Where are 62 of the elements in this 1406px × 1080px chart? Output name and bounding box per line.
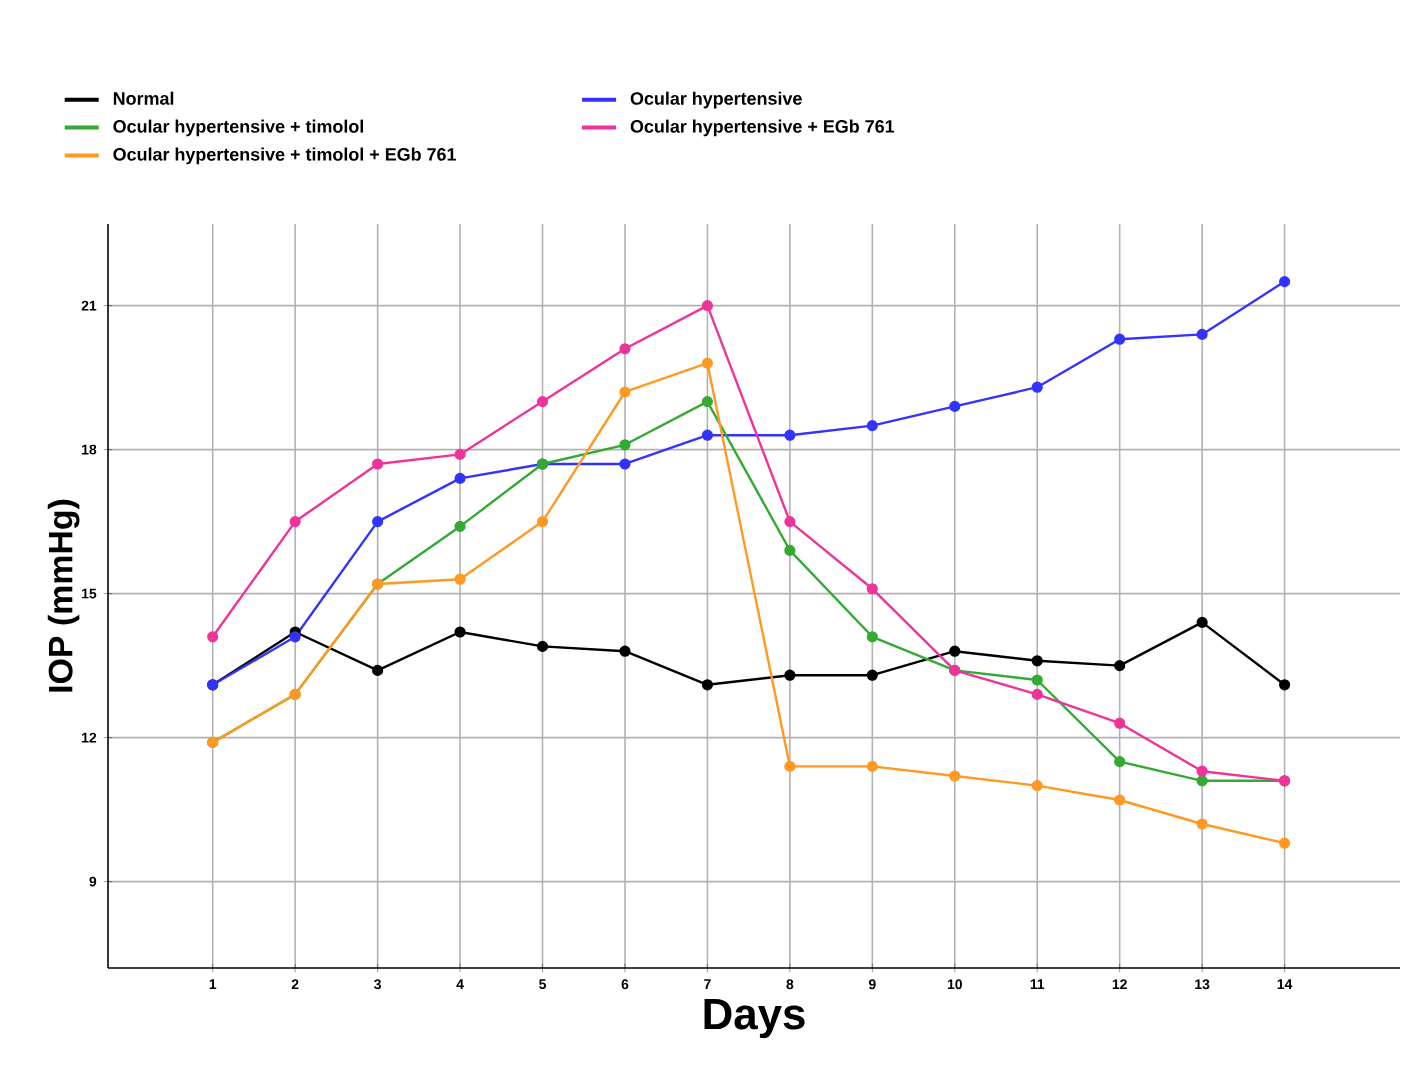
point xyxy=(619,439,631,451)
point xyxy=(454,448,466,460)
point xyxy=(949,770,961,782)
point xyxy=(1114,794,1126,806)
point xyxy=(701,679,713,691)
point xyxy=(289,516,301,528)
point xyxy=(1279,679,1291,691)
point xyxy=(454,626,466,638)
point xyxy=(372,664,384,676)
y-axis-title: IOP (mmHg) xyxy=(47,499,80,692)
point xyxy=(701,396,713,408)
point xyxy=(1031,688,1043,700)
point xyxy=(784,516,796,528)
point xyxy=(454,573,466,585)
point xyxy=(1031,780,1043,792)
point xyxy=(866,760,878,772)
point xyxy=(372,458,384,470)
point xyxy=(619,343,631,355)
point xyxy=(372,516,384,528)
point xyxy=(454,520,466,532)
legend-label: Ocular hypertensive xyxy=(630,91,802,109)
point xyxy=(1114,333,1126,345)
point xyxy=(536,396,549,408)
point xyxy=(1031,381,1043,393)
point xyxy=(1279,837,1291,849)
point xyxy=(784,669,796,681)
point xyxy=(536,516,549,528)
point xyxy=(454,472,466,484)
point xyxy=(619,386,631,398)
point xyxy=(866,583,878,595)
point xyxy=(1114,717,1126,729)
legend-label: Ocular hypertensive + EGb 761 xyxy=(630,119,895,137)
legend-label: Ocular hypertensive + timolol xyxy=(113,119,364,137)
point xyxy=(701,300,713,312)
point xyxy=(949,400,961,412)
point xyxy=(949,645,961,657)
point xyxy=(207,631,219,643)
point xyxy=(784,544,796,556)
point xyxy=(1196,328,1208,340)
point xyxy=(1031,674,1043,686)
point xyxy=(1114,660,1126,672)
point xyxy=(866,669,878,681)
point xyxy=(784,429,796,441)
legend-label: Normal xyxy=(113,91,174,105)
point xyxy=(701,429,713,441)
point xyxy=(1196,765,1208,777)
legend-label: Ocular hypertensive + timolol + EGb 761 xyxy=(113,147,456,165)
point xyxy=(1279,276,1291,288)
point xyxy=(701,357,713,369)
point xyxy=(1031,655,1043,667)
point xyxy=(1114,756,1126,768)
point xyxy=(536,640,549,652)
point xyxy=(1196,775,1208,787)
point xyxy=(784,760,796,772)
x-axis-title: Days xyxy=(704,998,805,1039)
point xyxy=(289,631,301,643)
point xyxy=(1196,818,1208,830)
point xyxy=(619,458,631,470)
point xyxy=(866,631,878,643)
point xyxy=(1196,616,1208,628)
point xyxy=(619,645,631,657)
point xyxy=(866,420,878,432)
